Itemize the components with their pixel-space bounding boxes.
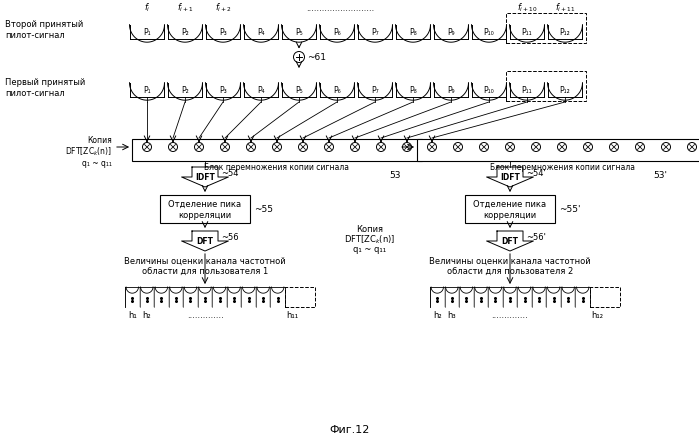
Text: P₄: P₄ — [257, 28, 265, 37]
Text: ~61: ~61 — [307, 53, 326, 62]
Text: $f_{i+10}$: $f_{i+10}$ — [517, 2, 538, 14]
Text: IDFT: IDFT — [500, 173, 520, 182]
Bar — [132, 140, 422, 162]
Polygon shape — [182, 168, 229, 187]
Polygon shape — [182, 231, 229, 251]
Text: h₂: h₂ — [143, 310, 151, 319]
Text: Копия: Копия — [87, 136, 112, 145]
Text: $f_i$: $f_i$ — [144, 2, 150, 14]
Text: P₁₂: P₁₂ — [560, 85, 570, 95]
Text: ~54: ~54 — [221, 169, 238, 178]
Text: P₄: P₄ — [257, 85, 265, 95]
Text: ~55': ~55' — [559, 205, 580, 214]
Text: P₉: P₉ — [447, 85, 455, 95]
Text: 53': 53' — [653, 171, 667, 180]
Text: P₁₁: P₁₁ — [521, 85, 533, 95]
Text: P₇: P₇ — [371, 85, 379, 95]
Text: P₁: P₁ — [143, 85, 151, 95]
Text: $f_{i+11}$: $f_{i+11}$ — [555, 2, 575, 14]
Text: ~56': ~56' — [526, 233, 546, 242]
Text: P₆: P₆ — [333, 85, 341, 95]
Text: Блок перемножения копии сигнала: Блок перемножения копии сигнала — [205, 163, 350, 172]
Text: ..............: .............. — [187, 310, 224, 319]
Text: $f_{i+2}$: $f_{i+2}$ — [215, 2, 231, 14]
Text: Фиг.12: Фиг.12 — [329, 424, 370, 434]
Text: q₁ ~ q₁₁: q₁ ~ q₁₁ — [354, 245, 387, 254]
Bar — [417, 140, 699, 162]
Text: ..............: .............. — [491, 310, 528, 319]
Text: P₈: P₈ — [409, 28, 417, 37]
Polygon shape — [487, 168, 533, 187]
Text: P₂: P₂ — [181, 85, 189, 95]
Text: DFT: DFT — [501, 237, 519, 246]
Polygon shape — [487, 231, 533, 251]
Text: 53: 53 — [389, 171, 401, 180]
Bar — [160, 195, 250, 223]
Text: Второй принятый
пилот-сигнал: Второй принятый пилот-сигнал — [5, 20, 83, 39]
Text: IDFT: IDFT — [195, 173, 215, 182]
Text: P₁₀: P₁₀ — [484, 28, 494, 37]
Circle shape — [294, 53, 305, 64]
Bar — [590, 287, 620, 307]
Text: DFT[ZC$_k$(n)]: DFT[ZC$_k$(n)] — [65, 145, 112, 158]
Bar — [506, 72, 586, 102]
Text: P₅: P₅ — [295, 28, 303, 37]
Text: ~54': ~54' — [526, 169, 546, 178]
Text: h₂: h₂ — [433, 310, 442, 319]
Text: h₃: h₃ — [447, 310, 456, 319]
Text: Отделение пика
корреляции: Отделение пика корреляции — [168, 200, 242, 219]
Bar — [465, 195, 555, 223]
Text: Копия: Копия — [356, 225, 384, 234]
Text: P₈: P₈ — [409, 85, 417, 95]
Text: h₁₁: h₁₁ — [287, 310, 298, 319]
Bar — [506, 14, 586, 44]
Text: P₁₂: P₁₂ — [560, 28, 570, 37]
Text: P₂: P₂ — [181, 28, 189, 37]
Text: Первый принятый
пилот-сигнал: Первый принятый пилот-сигнал — [5, 78, 85, 98]
Text: h₁₂: h₁₂ — [592, 310, 604, 319]
Bar — [285, 287, 315, 307]
Text: Величины оценки канала частотной
области для пользователя 1: Величины оценки канала частотной области… — [124, 256, 286, 275]
Text: h₁: h₁ — [128, 310, 136, 319]
Text: P₃: P₃ — [219, 28, 227, 37]
Text: q₁ ~ q₁₁: q₁ ~ q₁₁ — [82, 159, 112, 168]
Text: DFT[ZC$_k$(n)]: DFT[ZC$_k$(n)] — [345, 233, 396, 246]
Text: P₉: P₉ — [447, 28, 455, 37]
Text: P₁₀: P₁₀ — [484, 85, 494, 95]
Text: ..........................: .......................... — [306, 4, 374, 12]
Text: Величины оценки канала частотной
области для пользователя 2: Величины оценки канала частотной области… — [429, 256, 591, 275]
Text: P₅: P₅ — [295, 85, 303, 95]
Text: P₁: P₁ — [143, 28, 151, 37]
Text: $f_{i+1}$: $f_{i+1}$ — [177, 2, 194, 14]
Text: P₃: P₃ — [219, 85, 227, 95]
Text: P₆: P₆ — [333, 28, 341, 37]
Text: Блок перемножения копии сигнала: Блок перемножения копии сигнала — [489, 163, 635, 172]
Text: P₁₁: P₁₁ — [521, 28, 533, 37]
Text: P₇: P₇ — [371, 28, 379, 37]
Text: Отделение пика
корреляции: Отделение пика корреляции — [473, 200, 547, 219]
Text: DFT: DFT — [196, 237, 213, 246]
Text: ~55: ~55 — [254, 205, 273, 214]
Text: ~56: ~56 — [221, 233, 238, 242]
